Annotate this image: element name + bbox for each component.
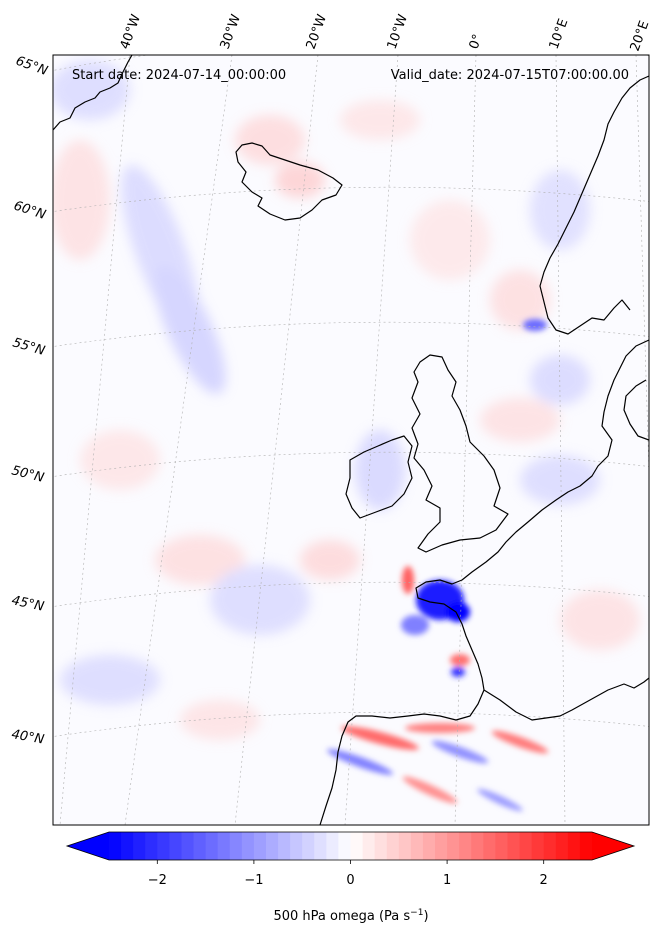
colorbar-tick-label: 1 bbox=[443, 873, 451, 888]
colorbar-cell bbox=[302, 832, 315, 860]
colorbar-cell bbox=[362, 832, 376, 860]
lon-label-0: 0° bbox=[467, 32, 486, 51]
colorbar-cell bbox=[314, 832, 327, 860]
colorbar-cell bbox=[398, 832, 412, 860]
colorbar-cell bbox=[495, 832, 509, 860]
colorbar: −2 −1 0 1 2 500 hPa omega (Pa s−1) bbox=[65, 831, 636, 924]
omega-field bbox=[53, 60, 640, 812]
longitude-labels: 40°W 30°W 20°W 10°W 0° 10°E 20°E bbox=[118, 12, 653, 53]
parallel-50n bbox=[53, 451, 649, 477]
lat-label-50n: 50°N bbox=[10, 463, 46, 486]
colorbar-extend-min bbox=[67, 832, 109, 860]
colorbar-cell bbox=[555, 832, 569, 860]
lon-label-20w: 20°W bbox=[304, 12, 330, 51]
colorbar-cell bbox=[422, 832, 436, 860]
colorbar-cell bbox=[169, 832, 183, 860]
lon-label-30w: 30°W bbox=[218, 12, 244, 51]
colorbar-cell bbox=[567, 832, 581, 860]
lat-label-60n: 60°N bbox=[12, 199, 48, 223]
colorbar-cell bbox=[145, 832, 158, 860]
colorbar-cell bbox=[265, 832, 279, 860]
colorbar-label: 500 hPa omega (Pa s−1) bbox=[273, 908, 428, 924]
colorbar-cell bbox=[109, 832, 122, 860]
parallel-40n bbox=[53, 711, 649, 737]
colorbar-cell bbox=[519, 832, 533, 860]
greenland-coast bbox=[53, 55, 133, 131]
colorbar-cell bbox=[290, 832, 303, 860]
colorbar-outline bbox=[65, 831, 636, 861]
parallel-45n bbox=[53, 581, 649, 607]
colorbar-cell bbox=[181, 832, 195, 860]
scandinavia-coast bbox=[539, 75, 649, 335]
colorbar-cell bbox=[507, 832, 521, 860]
coastlines bbox=[53, 55, 649, 825]
meridian-40w bbox=[59, 55, 131, 825]
colorbar-cell bbox=[133, 832, 146, 860]
colorbar-cell bbox=[447, 832, 460, 860]
colorbar-cell bbox=[459, 832, 472, 860]
map-panel bbox=[53, 55, 649, 825]
parallel-55n bbox=[53, 321, 649, 347]
colorbar-tick-label: −2 bbox=[148, 873, 167, 888]
lat-label-40n: 40°N bbox=[10, 727, 45, 748]
valid-date-label: Valid_date: 2024-07-15T07:00:00.00 bbox=[391, 68, 629, 83]
colorbar-tick-label: −1 bbox=[244, 873, 263, 888]
colorbar-extend-max bbox=[592, 832, 634, 860]
colorbar-cell bbox=[326, 832, 340, 860]
map-frame bbox=[52, 54, 650, 826]
colorbar-cell bbox=[543, 832, 557, 860]
start-date-label: Start date: 2024-07-14_00:00:00 bbox=[72, 68, 286, 83]
colorbar-cell bbox=[217, 832, 231, 860]
colorbar-cell bbox=[435, 832, 448, 860]
ireland-coast bbox=[345, 435, 413, 519]
great-britain-coast bbox=[411, 354, 509, 553]
colorbar-cell bbox=[121, 832, 134, 860]
lon-label-20e: 20°E bbox=[628, 19, 653, 54]
colorbar-cell bbox=[157, 832, 170, 860]
colorbar-cell bbox=[205, 832, 219, 860]
parallel-65n bbox=[53, 55, 649, 71]
colorbar-cell bbox=[483, 832, 496, 860]
lat-label-65n: 65°N bbox=[14, 54, 50, 79]
colorbar-cell bbox=[531, 832, 545, 860]
continental-europe-coast bbox=[319, 339, 649, 825]
lat-label-55n: 55°N bbox=[11, 335, 47, 359]
iceland-coast bbox=[235, 142, 343, 221]
colorbar-cell bbox=[338, 832, 352, 860]
meridian-20w bbox=[234, 55, 319, 825]
lon-label-10e: 10°E bbox=[547, 17, 572, 52]
meridian-10w bbox=[344, 55, 399, 825]
colorbar-cell bbox=[241, 832, 255, 860]
mediterranean-coast bbox=[483, 677, 649, 721]
colorbar-cell bbox=[471, 832, 484, 860]
lon-label-10w: 10°W bbox=[385, 12, 411, 51]
colorbar-cell bbox=[410, 832, 424, 860]
latitude-labels: 65°N 60°N 55°N 50°N 45°N 40°N bbox=[10, 54, 50, 748]
colorbar-tick-label: 0 bbox=[346, 873, 354, 888]
colorbar-cell bbox=[278, 832, 291, 860]
colorbar-cell bbox=[193, 832, 207, 860]
colorbar-cell bbox=[253, 832, 267, 860]
colorbar-cell bbox=[229, 832, 243, 860]
colorbar-cell bbox=[386, 832, 400, 860]
lat-label-45n: 45°N bbox=[10, 593, 45, 615]
colorbar-cell bbox=[579, 832, 593, 860]
meridian-0 bbox=[454, 55, 477, 825]
colorbar-tick-label: 2 bbox=[540, 873, 548, 888]
lon-label-40w: 40°W bbox=[118, 12, 144, 51]
baltic-coast bbox=[623, 379, 649, 441]
meridian-10e bbox=[555, 55, 566, 825]
colorbar-cell bbox=[350, 832, 364, 860]
colorbar-cell bbox=[374, 832, 388, 860]
parallel-60n bbox=[53, 186, 649, 212]
colorbar-ticks: −2 −1 0 1 2 bbox=[148, 860, 548, 888]
colorbar-cells bbox=[67, 832, 634, 860]
